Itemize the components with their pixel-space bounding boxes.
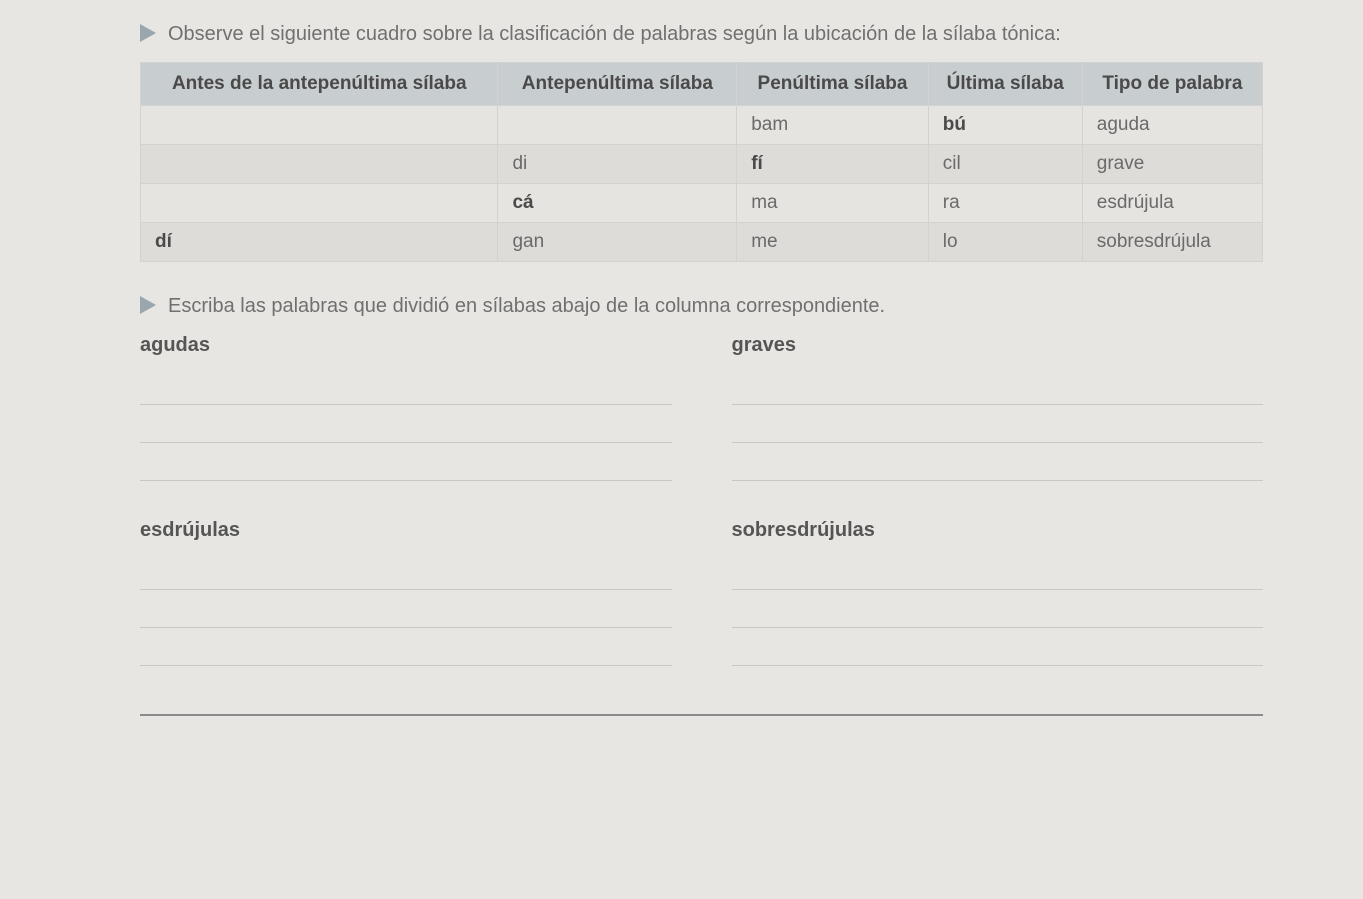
cell: sobresdrújula — [1082, 223, 1262, 262]
col-header-4: Tipo de palabra — [1082, 63, 1262, 106]
bullet-triangle-icon — [140, 296, 156, 314]
cell-stressed: cá — [498, 184, 737, 223]
cell: cil — [928, 145, 1082, 184]
cell: bam — [737, 106, 929, 145]
col-header-2: Penúltima sílaba — [737, 63, 929, 106]
section-sobresdrujulas: sobresdrújulas — [732, 519, 1264, 674]
cell: di — [498, 145, 737, 184]
cell: lo — [928, 223, 1082, 262]
section-esdrujulas: esdrújulas — [140, 519, 672, 674]
cell-stressed: fí — [737, 145, 929, 184]
instruction-1: Observe el siguiente cuadro sobre la cla… — [140, 20, 1263, 48]
instruction-1-text: Observe el siguiente cuadro sobre la cla… — [168, 20, 1061, 48]
instruction-2: Escriba las palabras que dividió en síla… — [140, 292, 1263, 320]
blank-line[interactable] — [140, 375, 672, 405]
blank-line[interactable] — [140, 636, 672, 666]
cell: grave — [1082, 145, 1262, 184]
cell-stressed: dí — [141, 223, 498, 262]
cell — [141, 145, 498, 184]
blank-line[interactable] — [732, 598, 1264, 628]
answer-row-1: agudas graves — [140, 334, 1263, 489]
cell — [141, 184, 498, 223]
cell: aguda — [1082, 106, 1262, 145]
section-agudas: agudas — [140, 334, 672, 489]
cell-stressed: bú — [928, 106, 1082, 145]
section-title-graves: graves — [732, 334, 1264, 357]
cell: ra — [928, 184, 1082, 223]
cell: me — [737, 223, 929, 262]
cell — [141, 106, 498, 145]
table-header-row: Antes de la antepenúltima sílaba Antepen… — [141, 63, 1263, 106]
cell — [498, 106, 737, 145]
cell: esdrújula — [1082, 184, 1262, 223]
section-title-sobresdrujulas: sobresdrújulas — [732, 519, 1264, 542]
instruction-2-text: Escriba las palabras que dividió en síla… — [168, 292, 885, 320]
blank-line[interactable] — [732, 636, 1264, 666]
blank-line[interactable] — [140, 598, 672, 628]
blank-line[interactable] — [140, 560, 672, 590]
bottom-rule — [140, 714, 1263, 716]
blank-line[interactable] — [732, 375, 1264, 405]
col-header-3: Última sílaba — [928, 63, 1082, 106]
blank-line[interactable] — [732, 560, 1264, 590]
table-row: bam bú aguda — [141, 106, 1263, 145]
table-row: di fí cil grave — [141, 145, 1263, 184]
blank-line[interactable] — [140, 413, 672, 443]
col-header-1: Antepenúltima sílaba — [498, 63, 737, 106]
section-graves: graves — [732, 334, 1264, 489]
cell: ma — [737, 184, 929, 223]
syllable-table: Antes de la antepenúltima sílaba Antepen… — [140, 62, 1263, 262]
blank-line[interactable] — [732, 451, 1264, 481]
bullet-triangle-icon — [140, 24, 156, 42]
section-title-esdrujulas: esdrújulas — [140, 519, 672, 542]
blank-line[interactable] — [140, 451, 672, 481]
table-row: dí gan me lo sobresdrújula — [141, 223, 1263, 262]
table-row: cá ma ra esdrújula — [141, 184, 1263, 223]
section-title-agudas: agudas — [140, 334, 672, 357]
col-header-0: Antes de la antepenúltima sílaba — [141, 63, 498, 106]
answer-row-2: esdrújulas sobresdrújulas — [140, 519, 1263, 674]
cell: gan — [498, 223, 737, 262]
blank-line[interactable] — [732, 413, 1264, 443]
